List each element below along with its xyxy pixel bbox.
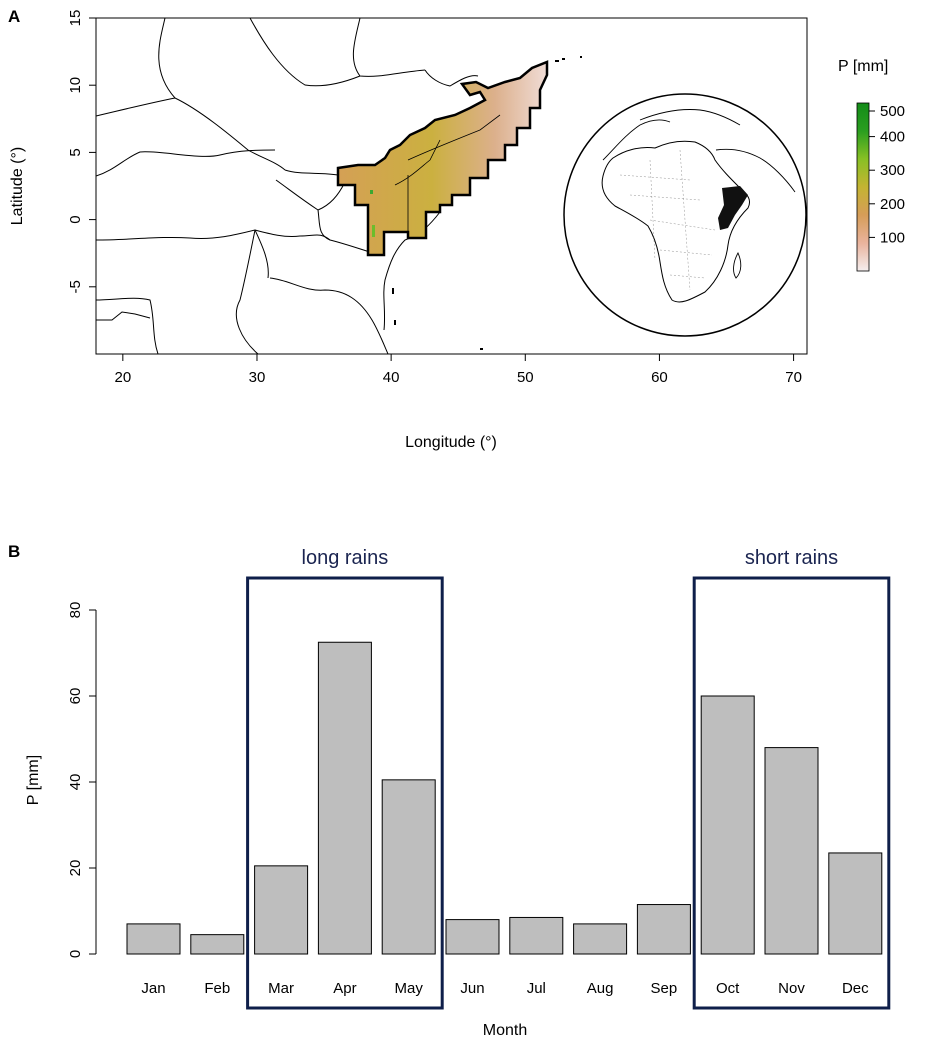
panel-b-chart: B long rains short rains 0 20 40 60 80 Jan Feb… xyxy=(8,542,891,1039)
month-label-may: May xyxy=(395,980,424,997)
rains-box-0 xyxy=(246,576,444,1010)
month-label-nov: Nov xyxy=(778,980,805,997)
map-y-axis: 15 10 5 0 -5 xyxy=(67,10,96,293)
region-shape xyxy=(336,60,549,257)
africa-continent xyxy=(601,140,751,303)
bar-sep xyxy=(636,904,691,955)
bar-mar xyxy=(254,865,309,955)
bar-nov xyxy=(764,747,819,955)
bar-jun xyxy=(445,919,500,955)
legend-tick-label: 300 xyxy=(880,162,905,179)
bar-y-title: P [mm] xyxy=(25,755,42,805)
map-y-tick-label: 0 xyxy=(67,215,84,223)
rains-box-1 xyxy=(692,576,891,1010)
bar-oct xyxy=(700,695,755,955)
month-label-dec: Dec xyxy=(842,980,869,997)
bar-jul xyxy=(509,916,564,955)
month-labels: Jan Feb Mar Apr May Jun Jul Aug Sep Oct Nov Dec xyxy=(141,980,869,997)
globe-inset xyxy=(563,93,807,337)
legend-tick-label: 200 xyxy=(880,196,905,213)
map-y-tick-label: 15 xyxy=(67,10,84,27)
map-frame xyxy=(95,17,808,355)
legend-ticks: 500 400 300 200 100 xyxy=(869,103,905,246)
bar-y-tick-label: 20 xyxy=(67,860,84,877)
panel-a-letter: A xyxy=(8,7,20,26)
bar-y-axis: 0 20 40 60 80 xyxy=(67,602,97,958)
rain-season-boxes: long rains short rains xyxy=(246,547,891,1010)
map-y-tick-label: 10 xyxy=(67,77,84,94)
bar-y-tick-label: 0 xyxy=(67,950,84,958)
map-y-title: Latitude (°) xyxy=(9,147,26,225)
month-label-jul: Jul xyxy=(527,980,546,997)
bar-y-tick-label: 80 xyxy=(67,602,84,619)
month-label-aug: Aug xyxy=(587,980,614,997)
bar-feb xyxy=(190,934,245,955)
map-x-tick-label: 60 xyxy=(651,369,668,386)
legend-tick-label: 100 xyxy=(880,229,905,246)
map-y-tick-label: 5 xyxy=(67,148,84,156)
month-label-feb: Feb xyxy=(204,980,230,997)
month-label-mar: Mar xyxy=(268,980,294,997)
month-label-sep: Sep xyxy=(651,980,678,997)
map-y-tick-label: -5 xyxy=(67,280,84,293)
legend-tick-label: 400 xyxy=(880,129,905,146)
bar-aug xyxy=(573,923,628,955)
month-label-jun: Jun xyxy=(460,980,484,997)
month-label-oct: Oct xyxy=(716,980,740,997)
map-x-tick-label: 70 xyxy=(785,369,802,386)
bar-dec xyxy=(828,852,883,955)
bar-y-tick-label: 60 xyxy=(67,688,84,705)
precipitation-region xyxy=(336,60,549,257)
month-label-apr: Apr xyxy=(333,980,356,997)
map-x-tick-label: 30 xyxy=(249,369,266,386)
panel-a-map: A xyxy=(8,7,905,451)
rains-label-0: long rains xyxy=(302,547,389,569)
legend-title: P [mm] xyxy=(838,58,888,75)
bar-apr xyxy=(317,641,372,955)
bars xyxy=(126,641,883,955)
legend-colorbar xyxy=(856,102,870,272)
country-borders xyxy=(96,18,479,354)
month-label-jan: Jan xyxy=(141,980,165,997)
map-x-tick-label: 40 xyxy=(383,369,400,386)
rains-label-1: short rains xyxy=(745,547,838,569)
map-area xyxy=(96,18,807,354)
islands xyxy=(392,56,582,350)
bar-may xyxy=(381,779,436,955)
map-x-axis: 20 30 40 50 60 70 xyxy=(114,354,802,386)
map-x-tick-label: 50 xyxy=(517,369,534,386)
map-x-tick-label: 20 xyxy=(114,369,131,386)
bar-x-title: Month xyxy=(483,1022,527,1039)
bar-jan xyxy=(126,923,181,955)
panel-b-letter: B xyxy=(8,542,20,561)
horn-of-africa-highlight xyxy=(718,186,748,230)
map-x-title: Longitude (°) xyxy=(405,434,497,451)
legend-tick-label: 500 xyxy=(880,103,905,120)
bar-y-tick-label: 40 xyxy=(67,774,84,791)
